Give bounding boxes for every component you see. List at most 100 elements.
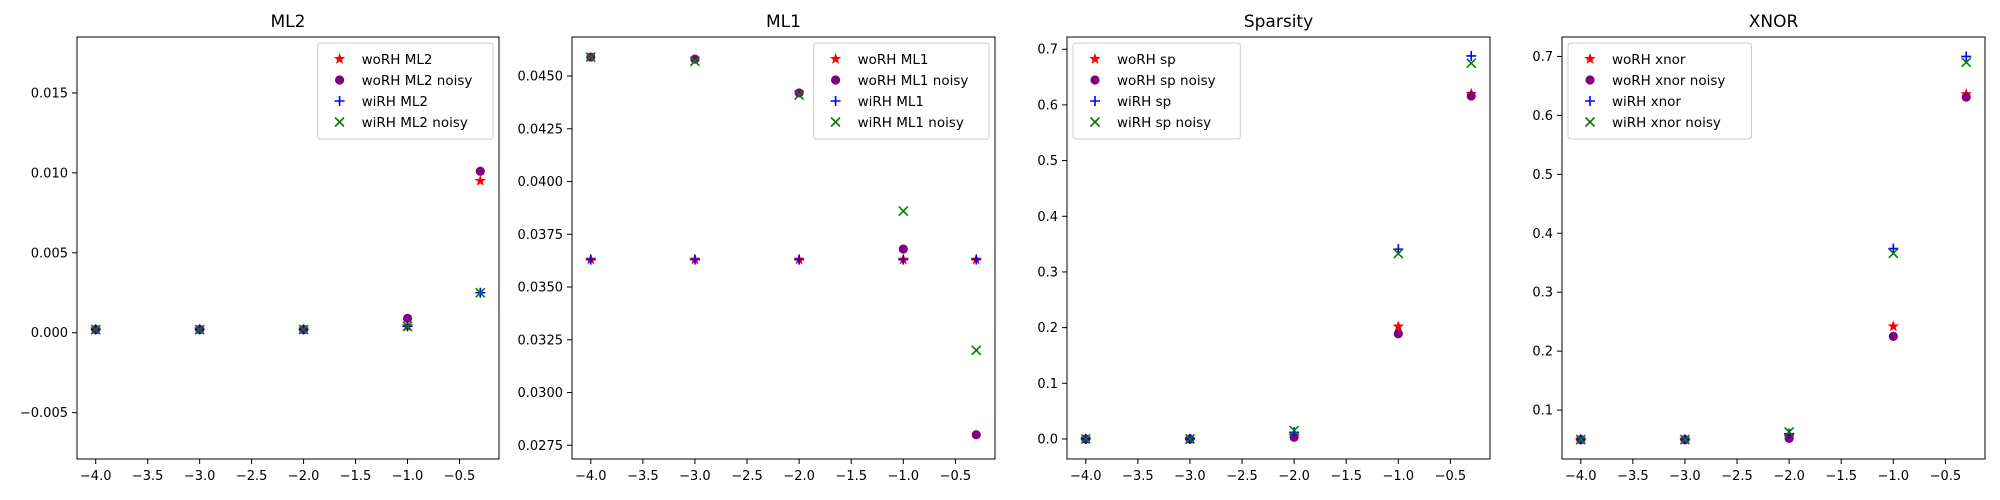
data-point (474, 174, 486, 186)
x-tick-label: −4.0 (575, 469, 607, 484)
legend-marker (1090, 75, 1100, 85)
x-tick-label: −2.0 (783, 469, 815, 484)
legend-marker (830, 116, 841, 128)
series-circle (91, 166, 485, 335)
series-circle (1081, 91, 1476, 444)
series-star (1080, 87, 1477, 444)
series-star (1575, 88, 1972, 445)
series-circle (1576, 92, 1971, 445)
chart-title: ML1 (766, 12, 801, 32)
legend-label: wiRH sp (1117, 94, 1171, 110)
x-tick-label: −2.5 (1226, 469, 1258, 484)
chart-panel-2: ML1 −4.0 −3.5 −3.0 −2.5 −2.0 −1.5 −1.0 −0.5 0.027… (518, 12, 996, 484)
legend-label: wiRH xnor noisy (1612, 115, 1721, 131)
legend-box (317, 42, 494, 140)
legend-label: wiRH ML2 (362, 94, 428, 110)
y-tick-label: 0.3 (1037, 265, 1058, 280)
x-tick-label: −4.0 (1070, 469, 1102, 484)
x-tick-label: −0.5 (1930, 469, 1962, 484)
data-point (475, 166, 485, 176)
data-point (1575, 434, 1586, 445)
data-point (90, 324, 101, 335)
y-tick-label: 0.5 (1532, 168, 1553, 183)
legend-marker (1090, 96, 1100, 106)
x-tick-label: −3.0 (184, 469, 216, 484)
y-tick-label: 0.0300 (518, 386, 564, 401)
legend: woRH xnor woRH xnor noisy wiRH xnor wiRH xn… (1567, 42, 1752, 140)
legend-label: woRH ML1 noisy (858, 73, 969, 89)
plot-frame (76, 36, 500, 460)
legend-marker (1584, 116, 1596, 128)
series-x (1575, 57, 1972, 445)
y-tick-label: 0.1 (1037, 377, 1058, 392)
y-tick-label: 0.005 (31, 246, 68, 261)
legend-label: wiRH ML1 (858, 94, 924, 110)
plot-frame (1561, 36, 1986, 460)
legend-marker (1585, 75, 1595, 85)
x-tick-label: −4.0 (80, 469, 112, 484)
data-point (402, 321, 413, 332)
legend-label: wiRH sp noisy (1117, 115, 1211, 131)
data-point (1679, 434, 1691, 445)
y-tick-label: 0.0450 (518, 70, 564, 85)
legend: woRH ML1 woRH ML1 noisy wiRH ML1 wiRH ML1 n… (813, 42, 990, 140)
legend-marker (1089, 53, 1101, 64)
legend-label: wiRH xnor (1612, 94, 1681, 110)
data-point (794, 89, 805, 101)
data-point (971, 345, 982, 356)
legend-label: woRH ML2 (362, 52, 433, 68)
legend-marker (335, 75, 345, 85)
data-point (194, 324, 205, 335)
y-tick-label: 0.3 (1532, 286, 1553, 301)
x-tick-label: −1.5 (1825, 469, 1857, 484)
data-point (1393, 248, 1404, 259)
x-tick-label: −2.5 (236, 469, 268, 484)
x-tick-label: −2.0 (1278, 469, 1310, 484)
x-tick-label: −2.5 (1721, 469, 1753, 484)
data-point (971, 254, 982, 265)
legend: woRH ML2 woRH ML2 noisy wiRH ML2 wiRH ML2 n… (317, 42, 494, 140)
y-tick-label: 0.4 (1037, 210, 1058, 225)
plot-frame (1066, 36, 1491, 460)
data-point (475, 287, 486, 298)
legend-marker (1089, 116, 1101, 128)
legend-marker (831, 75, 841, 85)
legend-marker (334, 116, 345, 128)
x-tick-label: −3.5 (132, 469, 164, 484)
legend-label: woRH xnor (1612, 52, 1686, 68)
x-tick-label: −1.0 (888, 469, 920, 484)
plot-frame (571, 36, 996, 460)
y-tick-label: 0.2 (1037, 321, 1058, 336)
data-point (689, 56, 701, 67)
data-point (898, 244, 908, 254)
data-point (689, 254, 700, 265)
data-point (1393, 329, 1403, 339)
x-tick-label: −1.5 (1330, 469, 1362, 484)
legend-marker (333, 53, 346, 64)
data-point (1466, 58, 1477, 69)
y-tick-label: 0.7 (1037, 43, 1058, 58)
data-point (794, 88, 804, 98)
chart-title: ML2 (271, 12, 306, 32)
series-x (90, 287, 486, 335)
series-plus (585, 254, 982, 265)
chart-title: Sparsity (1244, 12, 1313, 32)
legend-label: woRH sp noisy (1117, 73, 1216, 89)
series-star (585, 253, 982, 265)
data-point (898, 206, 909, 217)
legend-label: woRH ML1 (858, 52, 929, 68)
y-tick-label: 0.015 (31, 86, 68, 101)
legend-label: wiRH ML2 noisy (362, 115, 468, 131)
y-tick-label: 0.0425 (518, 122, 564, 137)
legend-box (813, 42, 990, 140)
x-tick-label: −0.5 (940, 469, 972, 484)
data-point (794, 254, 805, 265)
data-point (1961, 51, 1972, 62)
legend-marker (1585, 96, 1595, 106)
legend-box (1567, 42, 1752, 140)
x-tick-label: −0.5 (444, 469, 476, 484)
x-tick-label: −1.0 (1383, 469, 1415, 484)
x-tick-label: −4.0 (1565, 469, 1597, 484)
x-tick-label: −3.5 (627, 469, 659, 484)
data-point (1961, 92, 1971, 102)
